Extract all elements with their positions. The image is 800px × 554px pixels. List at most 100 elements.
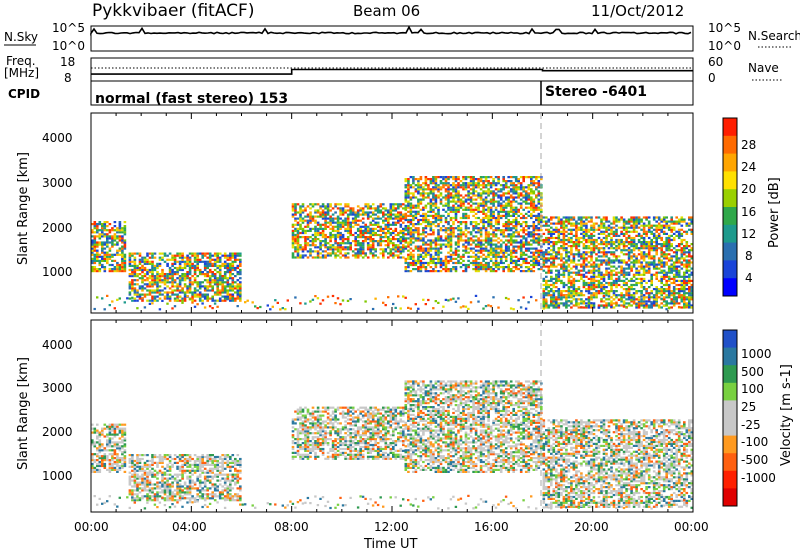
data-cell [91, 270, 94, 273]
data-cell [477, 241, 480, 244]
data-cell [602, 247, 606, 250]
data-cell [432, 255, 435, 258]
data-cell [622, 273, 626, 276]
data-cell [369, 246, 372, 249]
data-cell [524, 206, 528, 209]
data-cell [492, 212, 495, 215]
data-cell [585, 253, 588, 256]
data-cell [444, 204, 448, 207]
data-cell [484, 184, 488, 187]
data-cell [447, 198, 450, 201]
data-cell [198, 287, 202, 290]
data-cell [459, 231, 463, 234]
data-cell [484, 261, 488, 265]
data-cell [407, 249, 410, 252]
data-cell [469, 204, 473, 207]
data-cell [494, 221, 498, 224]
data-cell [567, 279, 571, 282]
data-cell [580, 236, 583, 240]
data-cell [615, 218, 618, 221]
data-cell [424, 227, 428, 230]
data-cell [675, 216, 678, 219]
data-cell [171, 291, 174, 294]
data-cell [642, 300, 646, 303]
data-cell [507, 176, 510, 179]
data-cell [414, 196, 418, 199]
data-cell [509, 200, 513, 203]
data-cell [637, 261, 641, 264]
data-cell [437, 233, 440, 236]
data-cell [319, 231, 322, 235]
data-cell [487, 268, 490, 271]
data-cell [392, 221, 395, 224]
data-cell [196, 258, 199, 261]
data-cell [384, 225, 388, 228]
data-cell [667, 283, 671, 287]
data-cell [444, 184, 448, 187]
data-cell [208, 279, 212, 282]
data-cell [519, 243, 523, 246]
data-cell [474, 216, 478, 220]
data-cell [662, 218, 666, 221]
data-cell [432, 196, 435, 199]
data-cell [587, 236, 591, 240]
data-cell [354, 219, 357, 222]
data-cell [494, 249, 498, 252]
data-cell [404, 216, 408, 220]
data-cell [314, 244, 317, 247]
data-cell [617, 271, 621, 274]
data-cell [512, 249, 515, 252]
data-cell [296, 217, 300, 220]
data-cell [369, 211, 372, 214]
data-cell [296, 240, 300, 243]
data-cell [163, 295, 167, 298]
data-cell [524, 176, 528, 179]
data-cell [231, 283, 235, 286]
data-cell [512, 251, 515, 254]
data-cell [474, 245, 478, 248]
data-cell [178, 254, 182, 257]
data-cell [499, 249, 503, 252]
data-cell [153, 277, 157, 280]
data-cell [482, 202, 485, 205]
data-cell [449, 255, 453, 258]
data-cell [642, 302, 646, 305]
data-cell [509, 261, 513, 265]
data-cell [474, 235, 478, 238]
data-cell [662, 230, 666, 233]
data-cell [597, 269, 601, 272]
data-cell [291, 225, 295, 228]
data-cell [590, 288, 593, 291]
data-cell [632, 255, 636, 258]
data-cell [239, 273, 242, 276]
data-cell [602, 255, 606, 258]
data-cell [101, 235, 104, 238]
data-cell [231, 266, 235, 270]
data-cell [587, 238, 591, 242]
data-cell [316, 246, 320, 249]
data-cell [437, 212, 440, 215]
data-cell [304, 207, 307, 210]
data-cell [577, 222, 581, 225]
data-cell [535, 227, 538, 230]
data-cell [379, 248, 383, 251]
data-cell [454, 188, 458, 191]
data-cell [361, 244, 365, 247]
data-cell [467, 237, 470, 240]
data-cell [545, 288, 548, 291]
data-cell [131, 260, 134, 263]
data-cell [432, 239, 435, 242]
data-cell [580, 216, 583, 219]
data-cell [494, 216, 498, 220]
data-cell [517, 221, 520, 224]
data-cell [427, 194, 430, 197]
data-cell [570, 275, 573, 278]
data-cell [577, 241, 581, 244]
data-cell [542, 241, 546, 244]
data-cell [121, 235, 124, 238]
data-cell [464, 223, 468, 226]
data-cell [419, 208, 423, 211]
data-cell [545, 253, 548, 256]
data-cell [665, 257, 668, 260]
data-cell [630, 269, 633, 272]
